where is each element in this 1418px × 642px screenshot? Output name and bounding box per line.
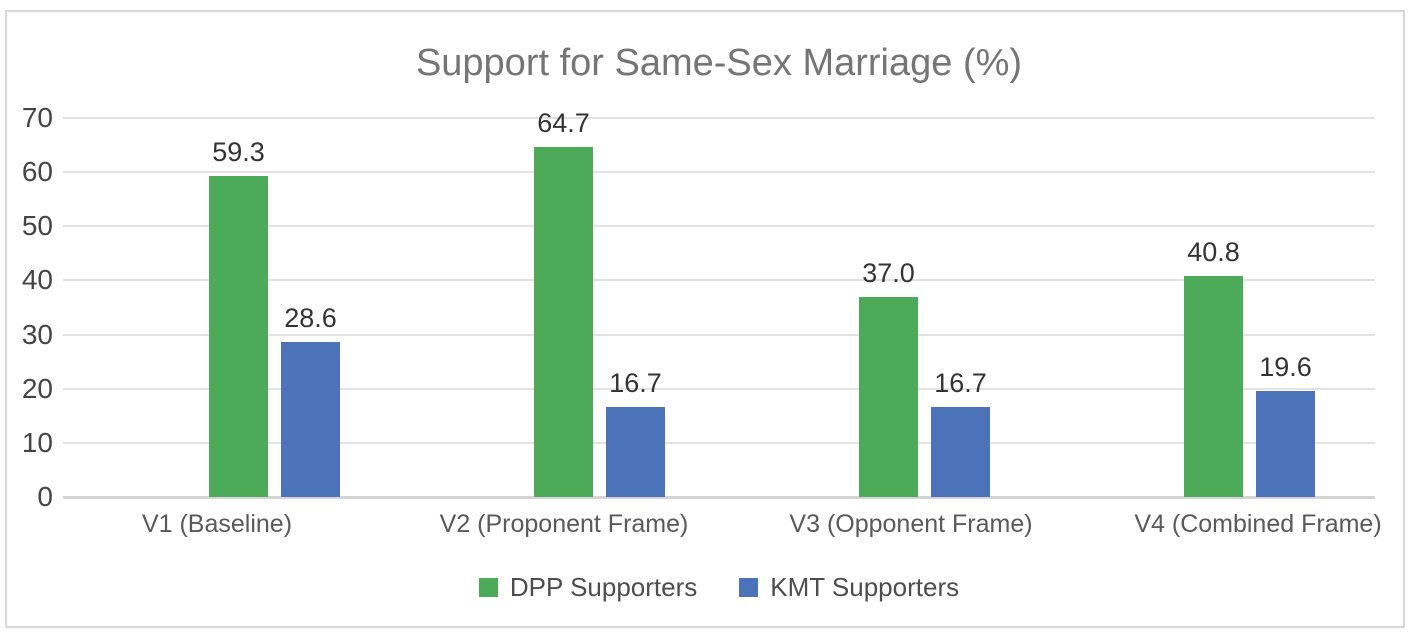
x-category-label: V4 (Combined Frame) bbox=[1134, 510, 1382, 538]
gridline bbox=[63, 333, 1375, 336]
legend-swatch-icon bbox=[739, 578, 759, 597]
bar-kmt-supporters: 16.7 bbox=[606, 368, 665, 497]
bar-value-label: 40.8 bbox=[1187, 237, 1240, 268]
legend-swatch-icon bbox=[478, 578, 498, 597]
chart-frame: Support for Same-Sex Marriage (%) 0 10 20 3… bbox=[5, 10, 1405, 628]
bar-dpp-supporters: 40.8 bbox=[1184, 237, 1243, 497]
bar-value-label: 19.6 bbox=[1259, 351, 1312, 382]
gridline bbox=[63, 441, 1375, 444]
gridline bbox=[63, 279, 1375, 282]
x-axis-labels: V1 (Baseline) V2 (Proponent Frame) V3 (Opp… bbox=[63, 510, 1382, 544]
y-tick-label: 60 bbox=[21, 156, 53, 188]
legend-item-kmt-supporters: KMT Supporters bbox=[739, 572, 959, 603]
gridline bbox=[63, 117, 1375, 119]
x-category-label: V3 (Opponent Frame) bbox=[789, 510, 1033, 538]
x-axis-line bbox=[63, 496, 1375, 499]
gridline bbox=[63, 171, 1375, 174]
x-category-label: V2 (Proponent Frame) bbox=[439, 510, 689, 538]
bar-kmt-supporters: 19.6 bbox=[1256, 352, 1315, 497]
legend-label: KMT Supporters bbox=[770, 572, 960, 602]
y-tick-label: 0 bbox=[37, 481, 53, 512]
bar-value-label: 28.6 bbox=[284, 303, 337, 334]
y-axis: 0 10 20 30 40 50 60 70 bbox=[7, 102, 53, 512]
y-tick-label: 70 bbox=[21, 102, 53, 133]
bar-value-label: 16.7 bbox=[934, 367, 987, 398]
plot-area: 59.3 28.6 64.7 16.7 37.0 16.7 40.8 19.6 bbox=[63, 108, 1375, 499]
bar-kmt-supporters: 16.7 bbox=[931, 368, 990, 497]
legend: DPP Supporters KMT Supporters bbox=[63, 572, 1375, 603]
legend-item-dpp-supporters: DPP Supporters bbox=[478, 572, 698, 603]
y-tick-label: 50 bbox=[21, 210, 53, 242]
chart-title: Support for Same-Sex Marriage (%) bbox=[415, 42, 1023, 84]
bar-dpp-supporters: 64.7 bbox=[534, 108, 593, 497]
y-tick-label: 10 bbox=[21, 426, 53, 458]
y-tick-label: 30 bbox=[21, 318, 53, 350]
bar-dpp-supporters: 59.3 bbox=[209, 137, 268, 497]
bar-value-label: 16.7 bbox=[609, 367, 662, 398]
gridline bbox=[63, 225, 1375, 228]
bar-kmt-supporters: 28.6 bbox=[281, 303, 340, 497]
bar-dpp-supporters: 37.0 bbox=[859, 258, 918, 497]
bar-value-label: 37.0 bbox=[862, 257, 915, 288]
bar-group: 40.8 19.6 bbox=[1184, 118, 1315, 497]
bar-value-label: 59.3 bbox=[212, 136, 265, 167]
bar-value-label: 64.7 bbox=[537, 107, 590, 138]
bar-group: 59.3 28.6 bbox=[209, 118, 340, 497]
bar-group: 37.0 16.7 bbox=[859, 118, 990, 497]
legend-label: DPP Supporters bbox=[509, 572, 698, 602]
bar-group: 64.7 16.7 bbox=[534, 108, 665, 497]
x-category-label: V1 (Baseline) bbox=[141, 510, 293, 538]
gridline bbox=[63, 387, 1375, 390]
y-tick-label: 20 bbox=[21, 372, 53, 404]
y-tick-label: 40 bbox=[21, 264, 53, 296]
